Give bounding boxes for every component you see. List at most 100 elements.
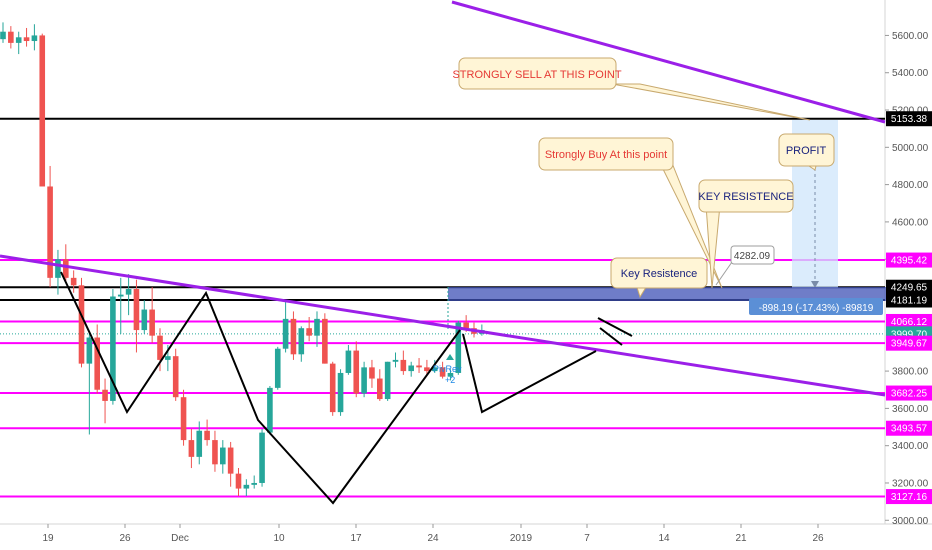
candle-body: [39, 35, 46, 187]
trendline-top-purple[interactable]: [451, 0, 886, 124]
callout-sell[interactable]: STRONGLY SELL AT THIS POINT: [452, 57, 811, 121]
candle-body: [149, 309, 155, 336]
y-tick-label: 3000.00: [892, 516, 929, 527]
profit-arrowhead: [811, 281, 819, 288]
candle-body: [306, 328, 312, 336]
buy-zone: [448, 287, 886, 301]
candle-body: [165, 356, 171, 360]
callout-buy[interactable]: Strongly Buy At this point: [538, 137, 723, 289]
trendline-descending-purple[interactable]: [0, 254, 886, 397]
candle-body: [220, 447, 226, 465]
price-axis[interactable]: 3000.003200.003400.003600.003800.004400.…: [885, 31, 929, 527]
candle-body: [196, 430, 203, 457]
candle-body: [0, 31, 6, 40]
candle-body: [243, 484, 250, 489]
time-axis[interactable]: 19 26 Dec 10 17 24 2019 7 14 21 26: [42, 524, 824, 544]
price-level-badge: [886, 252, 932, 268]
callout-key-resistance-lower-text: Key Resistence: [621, 268, 697, 280]
candle-body: [125, 289, 132, 295]
candle-body: [55, 259, 61, 278]
candle-body: [133, 289, 140, 331]
wedge-upper[interactable]: [597, 317, 633, 337]
candle-body: [314, 318, 320, 336]
candle-body: [31, 35, 38, 42]
candle-body: [384, 361, 391, 400]
candle-body: [259, 432, 265, 483]
y-tick-label: 4800.00: [892, 180, 929, 191]
candle-body: [227, 447, 234, 474]
candle-body: [392, 359, 399, 362]
price-level-badge: [886, 489, 932, 505]
x-tick-label: 26: [812, 533, 824, 544]
candle-body: [267, 387, 273, 433]
candle-body: [180, 397, 187, 441]
price-level-badge: [886, 385, 932, 401]
y-tick-label: 5000.00: [892, 143, 929, 154]
candle-body: [463, 322, 469, 329]
candle-body: [377, 378, 383, 400]
price-level-labels: 5153.38 4395.42 4249.65 4181.19 4066.123999.…: [886, 111, 932, 505]
candle-body: [322, 318, 328, 364]
x-tick-label: 7: [584, 533, 590, 544]
candle-body: [235, 473, 242, 489]
candle-body: [416, 365, 422, 368]
candle-body: [251, 482, 257, 485]
candle-body: [345, 350, 352, 373]
callout-profit[interactable]: PROFIT: [778, 133, 835, 171]
pivot-label-2: +2: [445, 375, 455, 385]
x-tick-label: 10: [273, 533, 285, 544]
candle-body: [337, 372, 344, 413]
candle-body: [157, 335, 163, 360]
price-level-label: 5153.38: [891, 114, 928, 125]
candle-body: [212, 440, 218, 465]
price-level-badge: [886, 279, 932, 295]
candle-body: [447, 372, 454, 377]
candle-body: [282, 318, 289, 349]
candle-body: [110, 296, 116, 401]
measure-box[interactable]: -898.19 (-17.43%) -89819: [749, 298, 883, 315]
y-tick-label: 3200.00: [892, 478, 929, 489]
candle-body: [361, 367, 367, 394]
price-level-badge: [886, 313, 932, 329]
wedge-lower[interactable]: [599, 327, 623, 346]
callout-key-resistance-lower[interactable]: Key Resistence: [610, 257, 708, 299]
price-level-label: 4066.12: [891, 317, 928, 328]
candle-body: [353, 350, 360, 394]
candle-body: [290, 318, 297, 355]
y-tick-label: 3600.00: [892, 404, 929, 415]
measure-text: -898.19 (-17.43%) -89819: [759, 303, 874, 314]
candle-body: [70, 277, 77, 286]
candle-body: [274, 348, 281, 388]
candle-body: [439, 367, 446, 377]
candle-body: [23, 37, 30, 42]
candle-body: [63, 259, 69, 278]
price-tag-text: 4282.09: [734, 251, 771, 262]
callout-key-resistance-upper-text: KEY RESISTENCE: [698, 191, 793, 203]
price-level-label: 3949.67: [891, 339, 928, 350]
zigzag-pattern[interactable]: [60, 271, 461, 505]
price-tag[interactable]: 4282.09: [715, 245, 775, 286]
callout-key-resistance-upper[interactable]: KEY RESISTENCE: [698, 179, 794, 289]
candle-body: [94, 337, 100, 390]
price-level-label: 4249.65: [891, 283, 928, 294]
x-tick-label: 19: [42, 533, 54, 544]
pivot-arrow-icon: [446, 354, 454, 360]
candle-body: [455, 322, 462, 373]
zigzag-pattern-2[interactable]: [462, 333, 597, 414]
candle-body: [102, 389, 108, 401]
price-level-label: 3127.16: [891, 492, 928, 503]
pivot-label-1: PivRev: [433, 364, 462, 374]
price-level-badge: [886, 292, 932, 308]
price-level-label: 4181.19: [891, 296, 928, 307]
y-tick-label: 5600.00: [892, 31, 929, 42]
candle-body: [172, 356, 179, 398]
candle-body: [78, 285, 85, 364]
candle-body: [15, 37, 22, 43]
x-tick-label: 24: [427, 533, 439, 544]
x-tick-label: Dec: [171, 533, 189, 544]
candle-body: [86, 337, 93, 364]
candle-body: [329, 363, 336, 413]
candle-body: [408, 365, 414, 372]
candle-body: [204, 430, 210, 441]
